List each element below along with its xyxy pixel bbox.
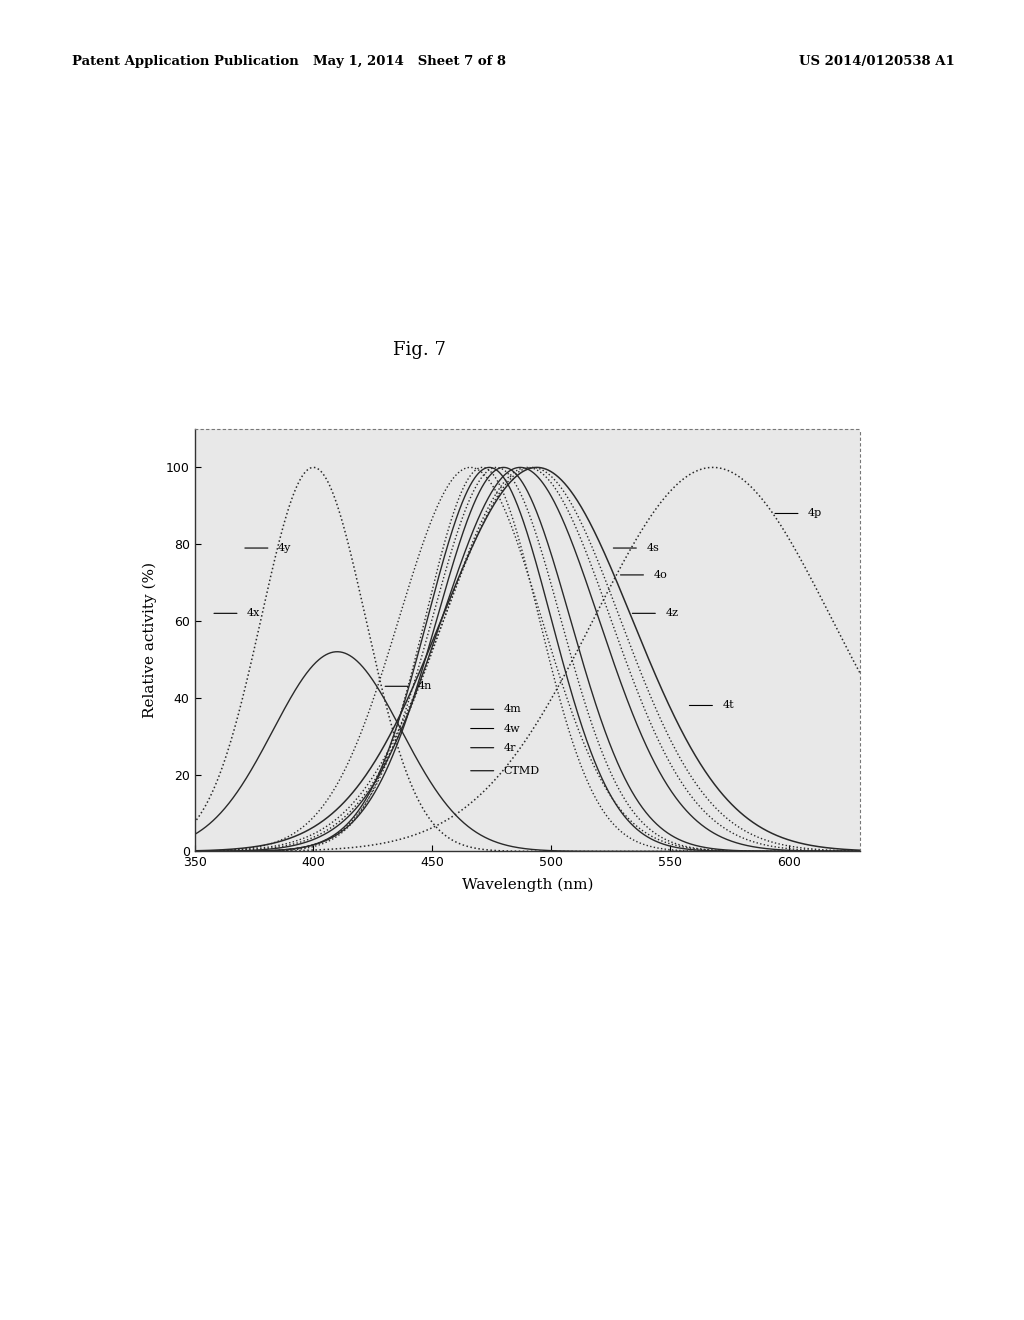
Text: CTMD: CTMD bbox=[504, 766, 540, 776]
Text: 4m: 4m bbox=[504, 705, 521, 714]
Y-axis label: Relative activity (%): Relative activity (%) bbox=[143, 562, 158, 718]
Text: 4r: 4r bbox=[504, 743, 516, 752]
Text: Patent Application Publication: Patent Application Publication bbox=[72, 55, 298, 69]
Text: 4t: 4t bbox=[722, 701, 734, 710]
Text: 4w: 4w bbox=[504, 723, 520, 734]
Text: 4y: 4y bbox=[278, 543, 291, 553]
Text: 4x: 4x bbox=[247, 609, 260, 618]
Text: May 1, 2014   Sheet 7 of 8: May 1, 2014 Sheet 7 of 8 bbox=[313, 55, 506, 69]
Text: 4s: 4s bbox=[646, 543, 659, 553]
X-axis label: Wavelength (nm): Wavelength (nm) bbox=[462, 878, 593, 892]
Text: 4n: 4n bbox=[418, 681, 432, 692]
Text: 4z: 4z bbox=[666, 609, 678, 618]
Text: US 2014/0120538 A1: US 2014/0120538 A1 bbox=[799, 55, 954, 69]
Text: 4o: 4o bbox=[653, 570, 667, 579]
Text: Fig. 7: Fig. 7 bbox=[393, 341, 446, 359]
Text: 4p: 4p bbox=[808, 508, 822, 519]
